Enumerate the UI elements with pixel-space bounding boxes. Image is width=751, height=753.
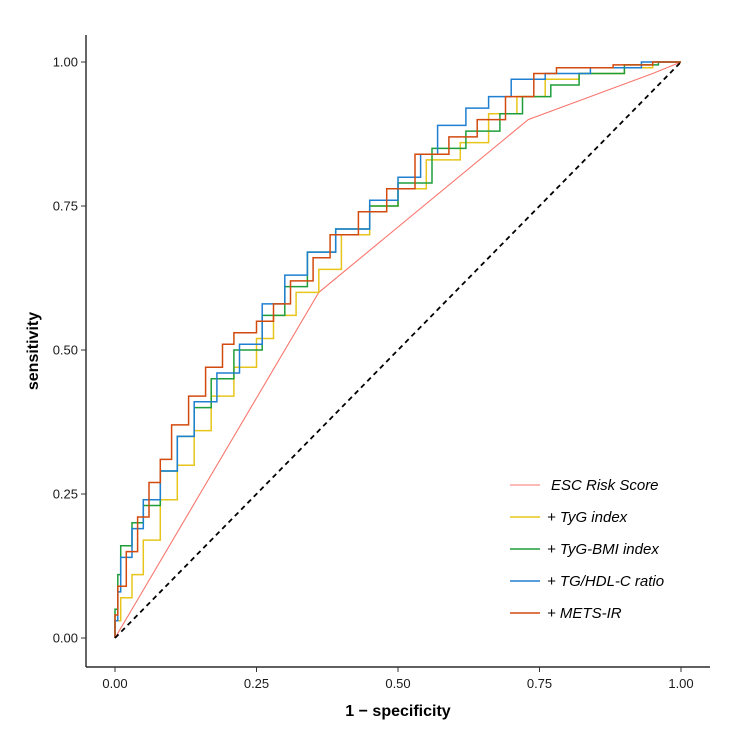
series-line-0 (114, 61, 682, 639)
x-tick-label: 0.25 (244, 676, 269, 691)
y-tick-label: 0.25 (53, 487, 78, 502)
x-axis-title: 1 − specificity (345, 703, 450, 720)
x-ticks: 0.00 0.25 0.50 0.75 1.00 (102, 667, 694, 691)
legend-label: ESC Risk Score (551, 477, 659, 494)
legend-label: + METS-IR (547, 605, 622, 622)
plot-area (114, 61, 682, 639)
y-ticks: 0.00 0.25 0.50 0.75 1.00 (53, 55, 86, 646)
series-line-4 (114, 61, 681, 638)
y-tick-label: 0.00 (53, 631, 78, 646)
x-tick-label: 0.75 (527, 676, 552, 691)
x-tick-label: 0.50 (385, 676, 410, 691)
legend-label: + TyG-BMI index (547, 541, 659, 558)
legend: ESC Risk Score + TyG index + TyG-BMI index… (510, 477, 664, 622)
legend-label: + TyG index (547, 509, 628, 526)
y-tick-label: 0.75 (53, 199, 78, 214)
y-tick-label: 0.50 (53, 343, 78, 358)
y-tick-label: 1.00 (53, 55, 78, 70)
x-tick-label: 1.00 (668, 676, 693, 691)
legend-label: + TG/HDL-C ratio (547, 573, 664, 590)
y-axis-title: sensitivity (25, 312, 42, 390)
x-tick-label: 0.00 (102, 676, 127, 691)
